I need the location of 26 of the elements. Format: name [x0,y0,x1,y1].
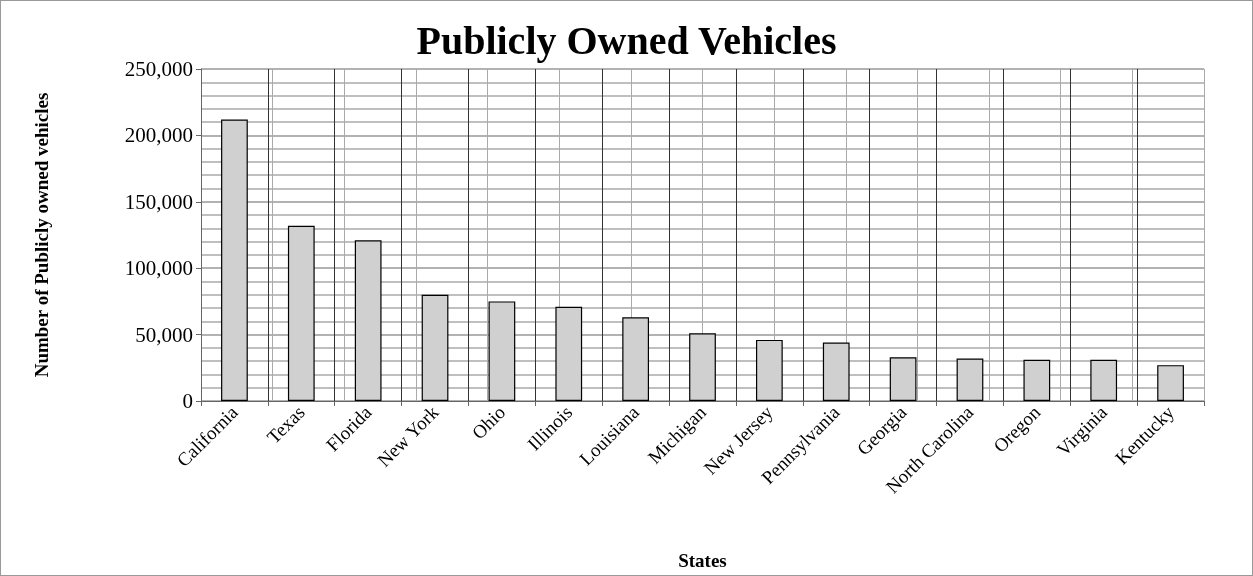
bar [555,306,583,401]
y-tick-label: 0 [182,389,193,413]
y-tick-label: 50,000 [135,322,193,347]
bar [622,317,650,401]
bar [822,342,850,401]
bar [956,358,984,401]
bar [755,339,783,401]
bar [488,301,516,401]
x-tick-label: New York [373,401,443,471]
x-tick-label: Ohio [467,401,510,444]
bar [1157,365,1184,401]
bar [1090,359,1118,401]
bar [1023,359,1051,401]
bar [221,119,248,401]
bar [889,357,917,401]
chart-title: Publicly Owned Vehicles [416,17,837,63]
bar [689,333,716,401]
bar [287,225,315,401]
y-tick-label: 150,000 [124,189,193,214]
y-tick-label: 250,000 [124,57,193,81]
y-tick-label: 200,000 [124,123,193,148]
y-axis-title: Number of Publicly owned vehicles [31,92,52,378]
bar [354,240,382,401]
x-axis-title: States [678,550,727,571]
bar [421,294,449,401]
y-tick-label: 100,000 [124,256,193,281]
